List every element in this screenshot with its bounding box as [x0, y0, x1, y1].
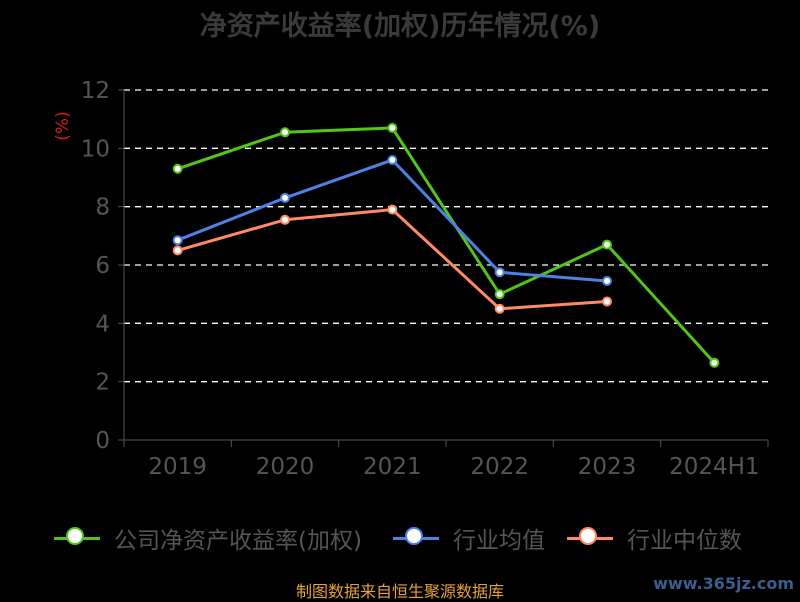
- data-point: [280, 214, 290, 225]
- legend: 公司净资产收益率(加权) 行业均值 行业中位数: [0, 518, 800, 558]
- legend-swatch: [393, 526, 439, 545]
- data-point: [602, 276, 612, 287]
- data-point: [387, 204, 398, 215]
- data-point: [494, 267, 505, 278]
- y-tick-label: 6: [95, 253, 110, 279]
- data-point: [494, 303, 505, 314]
- legend-item-industry-mean[interactable]: 行业均值: [393, 518, 545, 558]
- data-point: [280, 127, 290, 138]
- x-tick-label: 2024H1: [669, 454, 759, 480]
- y-tick-label: 2: [95, 370, 110, 396]
- data-point: [602, 239, 612, 250]
- legend-item-company[interactable]: 公司净资产收益率(加权): [54, 518, 362, 558]
- x-tick-label: 2021: [363, 454, 422, 480]
- axis-layer: 0 2 4 6 8 10 12 2019 2020 2021 2022 2023 2024H1: [81, 78, 769, 480]
- y-axis-label: (%): [53, 111, 73, 140]
- data-point: [387, 122, 398, 133]
- data-source-note: 制图数据来自恒生聚源数据库: [295, 582, 504, 601]
- y-tick-label: 12: [81, 78, 110, 104]
- y-tick-label: 8: [95, 195, 110, 221]
- series-line: [176, 208, 609, 311]
- y-tick-label: 10: [81, 136, 110, 162]
- data-point: [494, 289, 505, 300]
- data-point: [709, 357, 720, 368]
- series-layer: [172, 122, 720, 368]
- x-tick-label: 2022: [470, 454, 529, 480]
- data-point: [602, 296, 612, 307]
- chart-title: 净资产收益率(加权)历年情况(%): [199, 11, 601, 42]
- watermark: www.365jz.com: [653, 574, 794, 593]
- y-tick-label: 0: [95, 428, 110, 454]
- series-line: [176, 126, 716, 365]
- x-tick-label: 2023: [578, 454, 637, 480]
- data-point: [172, 163, 183, 174]
- legend-label: 公司净资产收益率(加权): [114, 528, 362, 554]
- legend-label: 行业均值: [453, 528, 545, 554]
- legend-swatch: [54, 526, 100, 545]
- y-tick-label: 4: [95, 311, 110, 337]
- data-point: [387, 155, 398, 165]
- legend-label: 行业中位数: [627, 528, 742, 554]
- x-tick-label: 2019: [148, 454, 207, 480]
- data-point: [172, 235, 183, 246]
- series-line: [176, 158, 609, 283]
- data-point: [172, 245, 183, 256]
- x-tick-label: 2020: [256, 454, 315, 480]
- data-point: [280, 192, 290, 203]
- legend-swatch: [567, 526, 613, 545]
- legend-item-industry-median[interactable]: 行业中位数: [567, 518, 742, 558]
- grid-layer: [124, 89, 768, 383]
